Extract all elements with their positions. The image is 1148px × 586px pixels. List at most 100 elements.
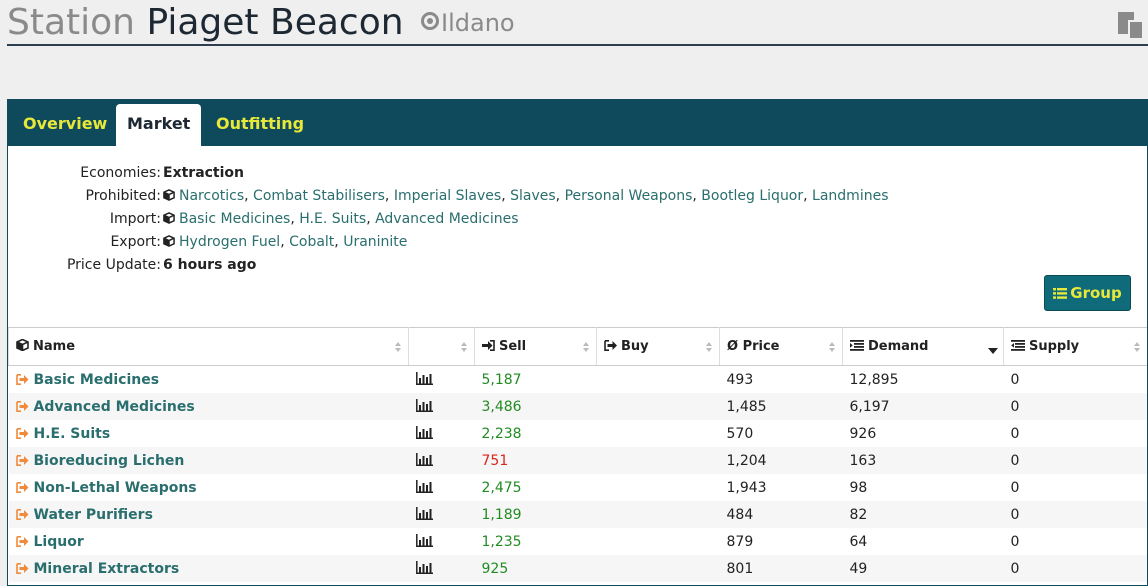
- commodity-name-link[interactable]: Advanced Medicines: [33, 398, 195, 415]
- cube-icon: [163, 212, 175, 224]
- commodity-link[interactable]: Cobalt: [289, 234, 335, 250]
- bar-chart-icon[interactable]: [415, 371, 433, 385]
- table-row: Mineral Extractors 925 801 49 0: [8, 555, 1147, 582]
- commodity-link[interactable]: Personal Weapons: [564, 188, 693, 204]
- cell-buy: [597, 528, 720, 555]
- commodity-link[interactable]: Bootleg Liquor: [701, 188, 804, 204]
- table-row: Basic Medicines 5,187 493 12,895 0: [9, 366, 1148, 394]
- col-supply-label: Supply: [1029, 339, 1080, 354]
- sell-price: 2,238: [481, 425, 522, 442]
- commodity-link[interactable]: Landmines: [812, 188, 889, 204]
- col-sell[interactable]: Sell: [474, 327, 597, 366]
- prohibited-list: Narcotics, Combat Stabilisers, Imperial …: [163, 185, 889, 208]
- goto-icon: [15, 481, 28, 493]
- commodity-link[interactable]: Uraninite: [343, 234, 408, 250]
- cell-supply: 0: [1003, 393, 1147, 420]
- cell-name: Liquor: [9, 528, 409, 555]
- goto-icon: [15, 427, 28, 439]
- cube-icon: [163, 235, 175, 247]
- sign-out-icon: [604, 340, 617, 351]
- cell-name: Advanced Medicines: [8, 393, 409, 420]
- bar-chart-icon[interactable]: [415, 506, 433, 520]
- sign-in-icon: [482, 340, 495, 351]
- cell-chart: [409, 474, 475, 501]
- cell-buy: [596, 555, 720, 582]
- copy-icon[interactable]: [1118, 12, 1144, 40]
- bar-chart-icon[interactable]: [415, 425, 433, 439]
- system-link[interactable]: Ildano: [441, 9, 515, 37]
- col-demand[interactable]: Demand: [842, 327, 1004, 366]
- cell-chart: [408, 501, 475, 528]
- commodity-name-link[interactable]: Basic Medicines: [33, 371, 160, 388]
- market-table: Name Sell Buy Ø Price Demand Supply Basi…: [8, 327, 1148, 582]
- tab-market[interactable]: Market: [116, 104, 202, 146]
- cell-sell: 5,187: [475, 366, 597, 394]
- group-button[interactable]: Group: [1044, 275, 1131, 311]
- commodity-link[interactable]: Imperial Slaves: [393, 188, 502, 204]
- prohibited-label: Prohibited:: [85, 188, 161, 204]
- bar-chart-icon[interactable]: [415, 398, 433, 412]
- cell-chart: [409, 366, 475, 394]
- goto-icon: [15, 508, 28, 520]
- col-supply[interactable]: Supply: [1003, 327, 1147, 366]
- cell-demand: 12,895: [849, 371, 899, 388]
- tab-outfitting[interactable]: Outfitting: [216, 114, 305, 133]
- commodity-name-link[interactable]: Liquor: [33, 533, 84, 550]
- bar-chart-icon[interactable]: [415, 479, 433, 493]
- col-name[interactable]: Name: [8, 327, 409, 366]
- import-list: Basic Medicines, H.E. Suits, Advanced Me…: [163, 208, 519, 231]
- commodity-name-link[interactable]: Water Purifiers: [33, 506, 153, 523]
- cell-supply: 0: [1003, 501, 1147, 528]
- cell-chart: [409, 420, 475, 447]
- commodity-link[interactable]: Slaves: [510, 188, 556, 204]
- export-label: Export:: [110, 234, 161, 250]
- cell-chart: [408, 555, 475, 582]
- bar-chart-icon[interactable]: [415, 452, 433, 466]
- commodity-name-link[interactable]: H.E. Suits: [33, 425, 111, 442]
- col-avg-price[interactable]: Ø Price: [719, 327, 843, 366]
- cell-sell: 3,486: [474, 393, 597, 420]
- cell-buy: [596, 393, 720, 420]
- sell-price: 751: [481, 452, 509, 469]
- cell-buy: [597, 474, 720, 501]
- cell-avg-price: 570: [726, 425, 754, 442]
- cell-avg-price: 493: [726, 371, 754, 388]
- cell-avg-price: 879: [726, 533, 754, 550]
- commodity-link[interactable]: Combat Stabilisers: [253, 188, 385, 204]
- tab-overview[interactable]: Overview: [23, 114, 108, 133]
- cell-sell: 1,235: [475, 528, 597, 555]
- station-panel: Overview Market Outfitting Economies: Ex…: [7, 99, 1148, 586]
- bar-chart-icon[interactable]: [415, 560, 433, 574]
- commodity-name-link[interactable]: Mineral Extractors: [33, 560, 180, 577]
- demand-list-icon: [850, 340, 864, 351]
- cell-demand: 64: [849, 533, 868, 550]
- cell-avg-price: 1,204: [719, 447, 843, 474]
- table-header-row: Name Sell Buy Ø Price Demand Supply: [8, 327, 1147, 366]
- commodity-link[interactable]: Advanced Medicines: [375, 211, 519, 227]
- bar-chart-icon[interactable]: [415, 533, 433, 547]
- col-demand-label: Demand: [868, 339, 929, 354]
- commodity-link[interactable]: Basic Medicines: [179, 211, 291, 227]
- cell-avg-price: 1,943: [726, 479, 767, 496]
- target-icon: [421, 12, 439, 30]
- commodity-link[interactable]: Hydrogen Fuel: [179, 234, 281, 250]
- info-economies: Economies: Extraction: [8, 162, 1147, 185]
- commodity-name-link[interactable]: Bioreducing Lichen: [33, 452, 185, 469]
- commodity-link[interactable]: H.E. Suits: [299, 211, 367, 227]
- cell-chart: [408, 447, 475, 474]
- col-buy[interactable]: Buy: [596, 327, 720, 366]
- sort-icon: [395, 342, 402, 353]
- sell-price: 3,486: [481, 398, 522, 415]
- cell-supply: 0: [1010, 371, 1020, 388]
- cell-sell: 2,238: [475, 420, 597, 447]
- page-title: Station Piaget Beacon Ildano: [7, 2, 515, 44]
- economies-label: Economies:: [80, 165, 161, 181]
- col-name-label: Name: [33, 339, 76, 354]
- price-update-value: 6 hours ago: [163, 257, 257, 273]
- supply-list-icon: [1011, 340, 1025, 351]
- col-chart[interactable]: [408, 327, 475, 366]
- cell-demand: 6,197: [842, 393, 1004, 420]
- commodity-link[interactable]: Narcotics: [179, 188, 245, 204]
- commodity-name-link[interactable]: Non-Lethal Weapons: [33, 479, 197, 496]
- group-button-label: Group: [1070, 284, 1122, 302]
